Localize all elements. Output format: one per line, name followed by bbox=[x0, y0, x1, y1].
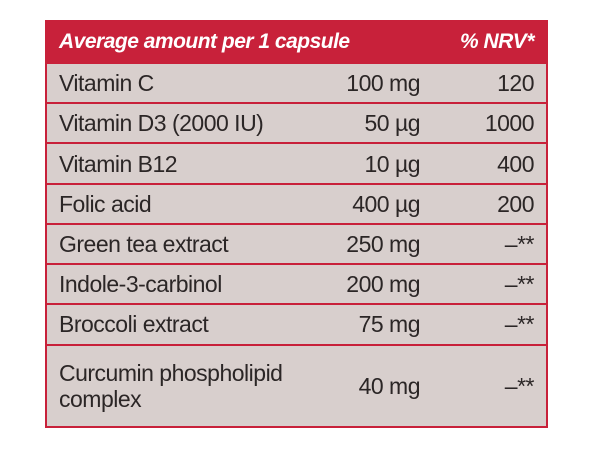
header-cell: % NRV* bbox=[432, 22, 546, 63]
nrv-percent: 400 bbox=[432, 142, 546, 184]
nutrition-table-panel: Average amount per 1 capsule % NRV* Vita… bbox=[45, 20, 548, 428]
amount: 200 mg bbox=[306, 263, 432, 305]
nutrient-name: Broccoli extract bbox=[47, 303, 306, 345]
nrv-percent: –** bbox=[432, 222, 546, 265]
nutrition-table: Average amount per 1 capsule % NRV* Vita… bbox=[47, 22, 546, 426]
table-row: Folic acid 400 µg 200 bbox=[47, 182, 546, 224]
nrv-percent: –** bbox=[432, 263, 546, 305]
amount: 400 µg bbox=[306, 182, 432, 224]
header-row: Average amount per 1 capsule % NRV* bbox=[47, 22, 546, 63]
nutrient-name: Green tea extract bbox=[47, 222, 306, 265]
nrv-percent: 1000 bbox=[432, 102, 546, 144]
amount: 75 mg bbox=[306, 303, 432, 345]
amount: 250 mg bbox=[306, 222, 432, 265]
nrv-percent: 200 bbox=[432, 182, 546, 224]
header-cell: Average amount per 1 capsule bbox=[47, 22, 432, 63]
table-row: Broccoli extract 75 mg –** bbox=[47, 303, 546, 345]
table-row: Curcumin phospholipid complex 40 mg –** bbox=[47, 343, 546, 426]
table-body: Vitamin C 100 mg 120 Vitamin D3 (2000 IU) 50… bbox=[47, 61, 546, 426]
nutrient-name: Vitamin C bbox=[47, 61, 306, 104]
nrv-percent: –** bbox=[432, 343, 546, 426]
table-row: Indole-3-carbinol 200 mg –** bbox=[47, 263, 546, 305]
nutrient-name: Vitamin D3 (2000 IU) bbox=[47, 102, 306, 144]
table-row: Vitamin C 100 mg 120 bbox=[47, 61, 546, 104]
amount: 10 µg bbox=[306, 142, 432, 184]
nrv-percent: –** bbox=[432, 303, 546, 345]
amount: 40 mg bbox=[306, 343, 432, 426]
table-row: Vitamin D3 (2000 IU) 50 µg 1000 bbox=[47, 102, 546, 144]
amount: 50 µg bbox=[306, 102, 432, 144]
nutrient-name: Folic acid bbox=[47, 182, 306, 224]
table-row: Green tea extract 250 mg –** bbox=[47, 222, 546, 265]
nutrient-name: Vitamin B12 bbox=[47, 142, 306, 184]
amount: 100 mg bbox=[306, 61, 432, 104]
nrv-percent: 120 bbox=[432, 61, 546, 104]
table-row: Vitamin B12 10 µg 400 bbox=[47, 142, 546, 184]
nutrient-name: Curcumin phospholipid complex bbox=[47, 343, 306, 426]
nutrient-name: Indole-3-carbinol bbox=[47, 263, 306, 305]
